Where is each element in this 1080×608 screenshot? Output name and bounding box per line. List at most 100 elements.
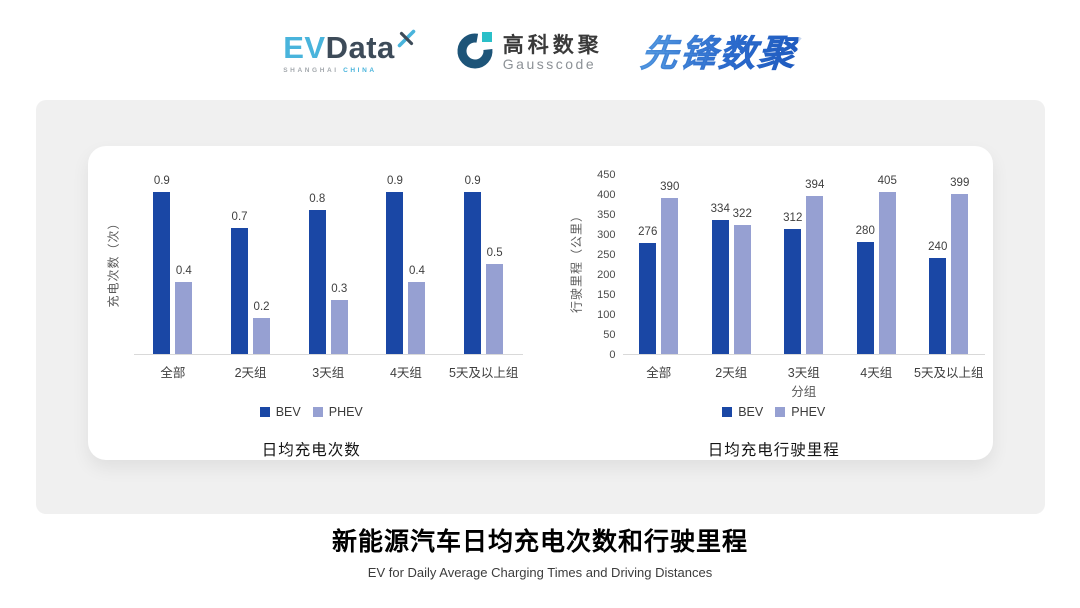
sparkle-icon: [396, 28, 417, 53]
x-tick-label: 5天及以上组: [914, 365, 984, 380]
evdata-ev-text: EV: [283, 30, 326, 65]
gausscode-icon: [455, 30, 495, 77]
bar-value-label: 390: [660, 180, 680, 193]
bar-value-label: 0.4: [175, 265, 192, 278]
plot-area: 0.9 0.4 0.7 0.2 0.8 0.3 0.9 0.4 0.9 0.5: [134, 175, 523, 356]
bar-group: 334 322: [695, 175, 768, 354]
bar-group: 0.9 0.4: [134, 175, 212, 355]
legend-entry-phev: PHEV: [775, 405, 825, 419]
evdata-sub-china: CHINA: [343, 67, 377, 74]
bar-group: 312 394: [768, 175, 841, 354]
chart-panel: 充电次数（次） 0.9 0.4 0.7 0.2 0.8 0.3 0.9 0.4 0.9 0.5 全…: [36, 100, 1045, 514]
bar-phev: 322: [733, 208, 752, 354]
legend-swatch-bev: [722, 407, 733, 418]
y-axis-label: 充电次数（次）: [106, 215, 121, 308]
evdata-data-text: Data: [325, 30, 395, 65]
y-tick-label: 400: [597, 188, 616, 201]
bar-value-label: 0.4: [408, 265, 425, 278]
pioneer-wordmark: 先锋数聚: [638, 32, 799, 74]
bar-bev: 0.9: [386, 175, 404, 355]
chart-card: 充电次数（次） 0.9 0.4 0.7 0.2 0.8 0.3 0.9 0.4 0.9 0.5 全…: [88, 146, 993, 460]
y-axis-label: 行驶里程（公里）: [569, 209, 583, 314]
bar-bev: 0.8: [308, 193, 326, 355]
bar-phev: 0.4: [175, 265, 193, 355]
bar-value-label: 0.9: [464, 175, 481, 188]
legend-entry-bev: BEV: [722, 405, 763, 419]
bar-value-label: 0.9: [153, 175, 170, 188]
legend-swatch-phev: [312, 407, 323, 418]
bar-group: 240 399: [913, 175, 986, 354]
chart-daily-charging-times: 充电次数（次） 0.9 0.4 0.7 0.2 0.8 0.3 0.9 0.4 0.9 0.5 全…: [100, 168, 523, 460]
bar-value-label: 394: [805, 178, 825, 191]
legend-entry-bev: BEV: [259, 405, 301, 419]
y-axis: 行驶里程（公里）: [563, 168, 589, 355]
bar-bev: 334: [711, 203, 730, 354]
bar-bev: 312: [783, 212, 802, 354]
legend-swatch-bev: [259, 407, 270, 418]
legend-label: BEV: [738, 405, 764, 420]
x-tick-label: 全部: [646, 365, 672, 380]
y-tick-label: 300: [597, 228, 616, 241]
bar-bev: 0.9: [153, 175, 171, 355]
legend: BEV PHEV: [563, 403, 986, 422]
x-axis-labels: 全部 2天组 3天组 4天组 5天及以上组: [100, 362, 523, 381]
x-tick-label: 3天组: [312, 366, 345, 381]
y-axis: 充电次数（次）: [100, 168, 126, 355]
page-subtitle: EV for Daily Average Charging Times and …: [367, 565, 713, 580]
y-tick-label: 50: [603, 328, 616, 341]
y-axis-ticks: [126, 175, 134, 355]
bar-value-label: 0.3: [331, 283, 348, 296]
evdata-subtitle: SHANGHAI CHINA: [283, 67, 417, 74]
bar-phev: 399: [950, 177, 969, 354]
bar-bev: 0.9: [464, 175, 482, 355]
bar-phev: 390: [660, 181, 679, 354]
x-tick-label: 4天组: [860, 365, 893, 380]
y-tick-label: 100: [597, 308, 616, 321]
bar-bev: 280: [856, 225, 875, 354]
bar-value-label: 0.8: [309, 193, 326, 206]
bar-value-label: 312: [783, 211, 803, 224]
plot-area: 276 390 334 322 312 394 280 405 240 399: [622, 175, 986, 355]
evdata-sub-shanghai: SHANGHAI: [283, 67, 339, 74]
bar-value-label: 0.7: [231, 211, 248, 224]
bar-value-label: 280: [855, 224, 875, 237]
legend-swatch-phev: [775, 407, 786, 418]
bar-phev: 0.5: [486, 247, 504, 355]
x-tick-label: 3天组: [787, 365, 820, 380]
bar-group: 0.9 0.4: [367, 175, 445, 355]
x-axis-title: 分组: [791, 384, 817, 399]
page-title: 新能源汽车日均充电次数和行驶里程: [331, 528, 748, 556]
y-tick-label: 350: [597, 208, 616, 221]
chart-daily-driving-distance: 行驶里程（公里） 0 50 100 150 200 250 300 350 400 450 276…: [563, 168, 986, 460]
y-tick-label: 0: [609, 348, 616, 361]
chart-title: 日均充电次数: [261, 442, 361, 459]
bar-phev: 405: [878, 175, 897, 354]
y-tick-label: 250: [597, 248, 616, 261]
bar-phev: 394: [805, 179, 824, 354]
bar-value-label: 334: [710, 202, 730, 215]
bar-value-label: 0.5: [486, 247, 503, 260]
footer: 新能源汽车日均充电次数和行驶里程 EV for Daily Average Ch…: [0, 522, 1080, 580]
gausscode-logo: 高科数聚 Gausscode: [455, 30, 603, 77]
bar-value-label: 0.9: [386, 175, 403, 188]
legend-label: PHEV: [791, 405, 826, 420]
evdata-logo: EV Data SHANGHAI CHINA: [283, 29, 417, 74]
evdata-wordmark: EV Data: [283, 29, 417, 65]
bar-value-label: 322: [732, 207, 752, 220]
bar-value-label: 276: [638, 226, 658, 239]
bar-group: 0.7 0.2: [212, 175, 290, 355]
gausscode-cn: 高科数聚: [502, 33, 603, 57]
y-axis-ticks: 0 50 100 150 200 250 300 350 400 450: [589, 169, 623, 361]
bar-phev: 0.2: [253, 301, 271, 355]
x-tick-label: 全部: [160, 366, 186, 381]
legend-entry-phev: PHEV: [312, 405, 363, 419]
bar-value-label: 405: [877, 174, 897, 187]
x-axis-title-row: [100, 381, 523, 400]
bar-group: 280 405: [840, 175, 913, 354]
legend: BEV PHEV: [100, 403, 523, 422]
bar-phev: 0.3: [330, 283, 348, 355]
x-tick-label: 2天组: [234, 366, 267, 381]
x-axis-title-row: 分组: [563, 381, 986, 400]
chart-body: 行驶里程（公里） 0 50 100 150 200 250 300 350 400 450 276…: [563, 168, 986, 361]
x-tick-label: 2天组: [715, 365, 748, 380]
